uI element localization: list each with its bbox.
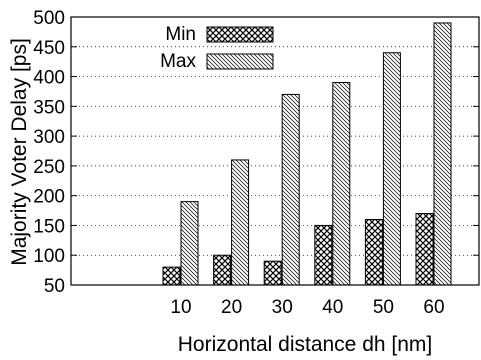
legend-swatch-max — [206, 53, 274, 70]
legend-swatch-min — [206, 26, 274, 43]
y-tick-label: 450 — [33, 38, 65, 59]
y-tick-label: 300 — [33, 127, 65, 148]
y-tick-label: 50 — [44, 276, 65, 297]
y-tick-label: 100 — [33, 246, 65, 267]
bar-max-10 — [180, 201, 199, 286]
legend: Min Max — [160, 24, 274, 72]
y-tick-label: 350 — [33, 97, 65, 118]
bar-min-40 — [314, 224, 333, 286]
bar-min-10 — [162, 266, 181, 286]
y-tick-label: 400 — [33, 68, 65, 89]
y-tick-label: 150 — [33, 216, 65, 237]
y-axis-title: Majority Voter Delay [ps] — [8, 38, 31, 266]
x-tick-label: 10 — [170, 297, 191, 318]
x-tick-label: 20 — [221, 297, 242, 318]
bar-max-40 — [332, 82, 351, 286]
x-axis-title: Horizontal distance dh [nm] — [178, 333, 432, 356]
legend-label-min: Min — [165, 24, 196, 45]
bar-min-50 — [364, 218, 383, 286]
bar-max-20 — [231, 159, 250, 286]
x-tick-label: 30 — [272, 297, 293, 318]
bar-min-30 — [263, 260, 282, 286]
x-tick-label: 60 — [423, 297, 444, 318]
y-tick-label: 250 — [33, 157, 65, 178]
y-tick-label: 500 — [33, 8, 65, 29]
bar-max-60 — [433, 22, 452, 286]
bar-max-30 — [281, 93, 300, 286]
plot-frame — [70, 16, 480, 286]
gridlines — [71, 46, 479, 256]
x-tick-label: 40 — [322, 297, 343, 318]
bar-min-20 — [213, 254, 232, 286]
y-tick-label: 200 — [33, 187, 65, 208]
bar-max-50 — [382, 52, 401, 286]
bars — [162, 22, 452, 286]
bar-min-60 — [415, 213, 434, 286]
legend-label-max: Max — [160, 51, 196, 72]
x-tick-label: 50 — [373, 297, 394, 318]
ticks: 50 100 150 200 250 300 350 400 450 500 10 20 30 40 50 6… — [33, 8, 479, 318]
